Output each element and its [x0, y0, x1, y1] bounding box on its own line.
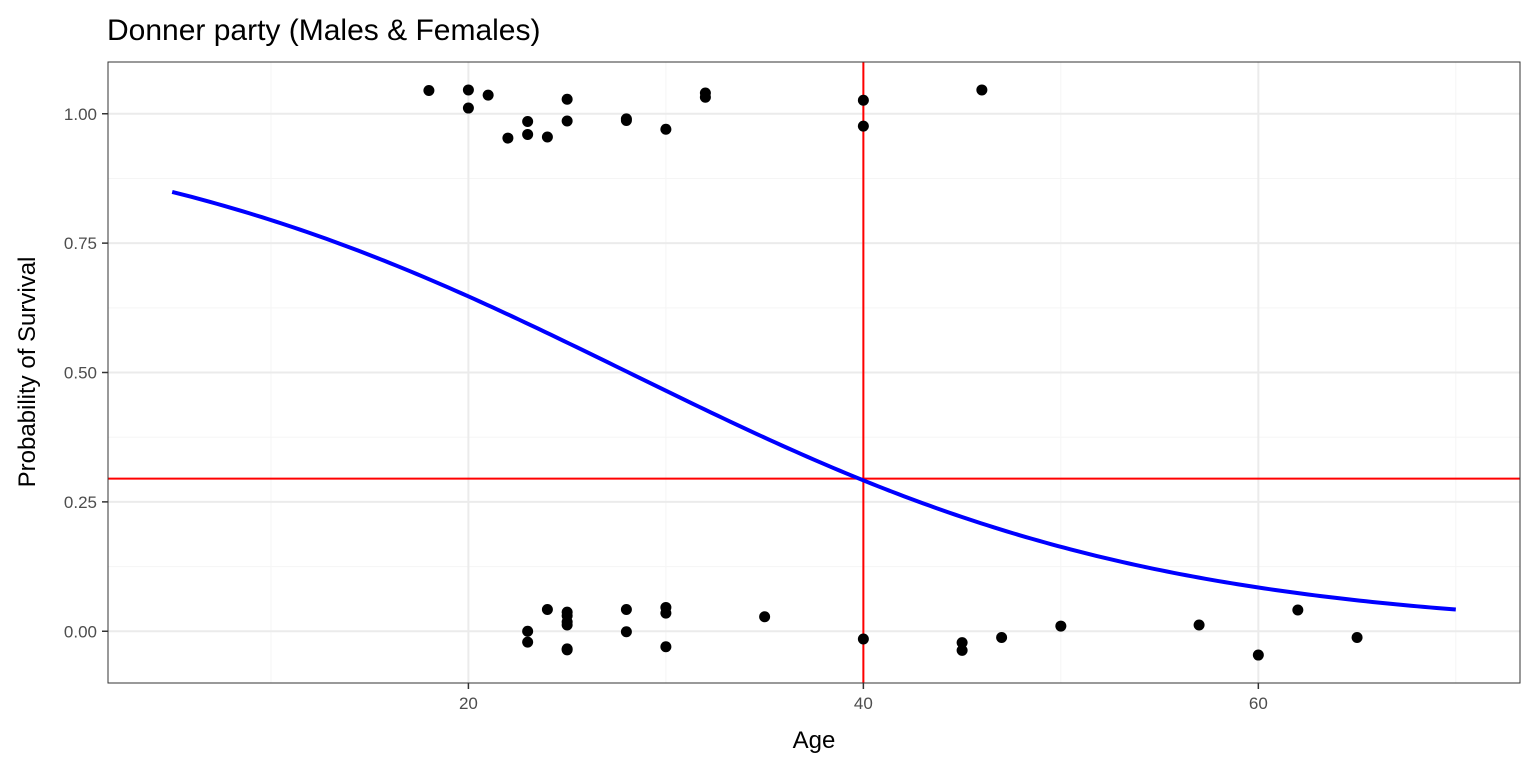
chart-title: Donner party (Males & Females): [107, 14, 540, 47]
data-point: [561, 115, 573, 127]
major-gridlines: [108, 62, 1520, 683]
data-point: [857, 633, 869, 645]
data-point: [1055, 620, 1067, 632]
data-point: [522, 636, 534, 648]
x-tick-label: 40: [854, 694, 873, 713]
x-tick-label: 20: [459, 694, 478, 713]
data-point: [541, 131, 553, 143]
data-point: [561, 644, 573, 656]
data-point: [522, 625, 534, 637]
y-tick-label: 0.50: [64, 364, 97, 383]
data-point: [561, 93, 573, 105]
data-point: [620, 626, 632, 638]
x-axis-ticks: 20 40 60: [459, 683, 1268, 713]
data-point: [1351, 631, 1363, 643]
data-point: [462, 84, 474, 96]
x-tick-label: 60: [1249, 694, 1268, 713]
y-axis-ticks: 0.00 0.25 0.50 0.75 1.00: [64, 105, 108, 641]
data-point: [561, 619, 573, 631]
data-point: [522, 128, 534, 140]
data-point: [660, 607, 672, 619]
data-point: [502, 132, 514, 144]
data-point: [1292, 604, 1304, 616]
reference-lines: [108, 62, 1520, 683]
data-point: [996, 631, 1008, 643]
data-point: [1193, 619, 1205, 631]
data-point: [620, 114, 632, 126]
y-tick-label: 0.75: [64, 234, 97, 253]
data-point: [620, 604, 632, 616]
data-point: [956, 637, 968, 649]
fitted-curve-layer: [171, 189, 1456, 612]
y-tick-label: 0.25: [64, 493, 97, 512]
data-point: [857, 120, 869, 132]
data-point: [541, 604, 553, 616]
y-axis-label: Probability of Survival: [14, 257, 41, 488]
y-tick-label: 0.00: [64, 622, 97, 641]
data-point: [1252, 649, 1264, 661]
minor-gridlines: [108, 62, 1520, 683]
data-point: [482, 89, 494, 101]
data-point: [423, 84, 435, 96]
x-axis-label: Age: [793, 727, 836, 754]
data-point: [976, 84, 988, 96]
data-point: [857, 94, 869, 106]
fitted-logistic-curve: [171, 189, 1456, 612]
data-point: [699, 91, 711, 103]
data-point: [462, 102, 474, 114]
data-point: [759, 611, 771, 623]
data-points: [423, 84, 1363, 661]
data-point: [956, 644, 968, 656]
data-point: [522, 116, 534, 128]
data-point: [660, 641, 672, 653]
data-point: [660, 123, 672, 135]
y-tick-label: 1.00: [64, 105, 97, 124]
